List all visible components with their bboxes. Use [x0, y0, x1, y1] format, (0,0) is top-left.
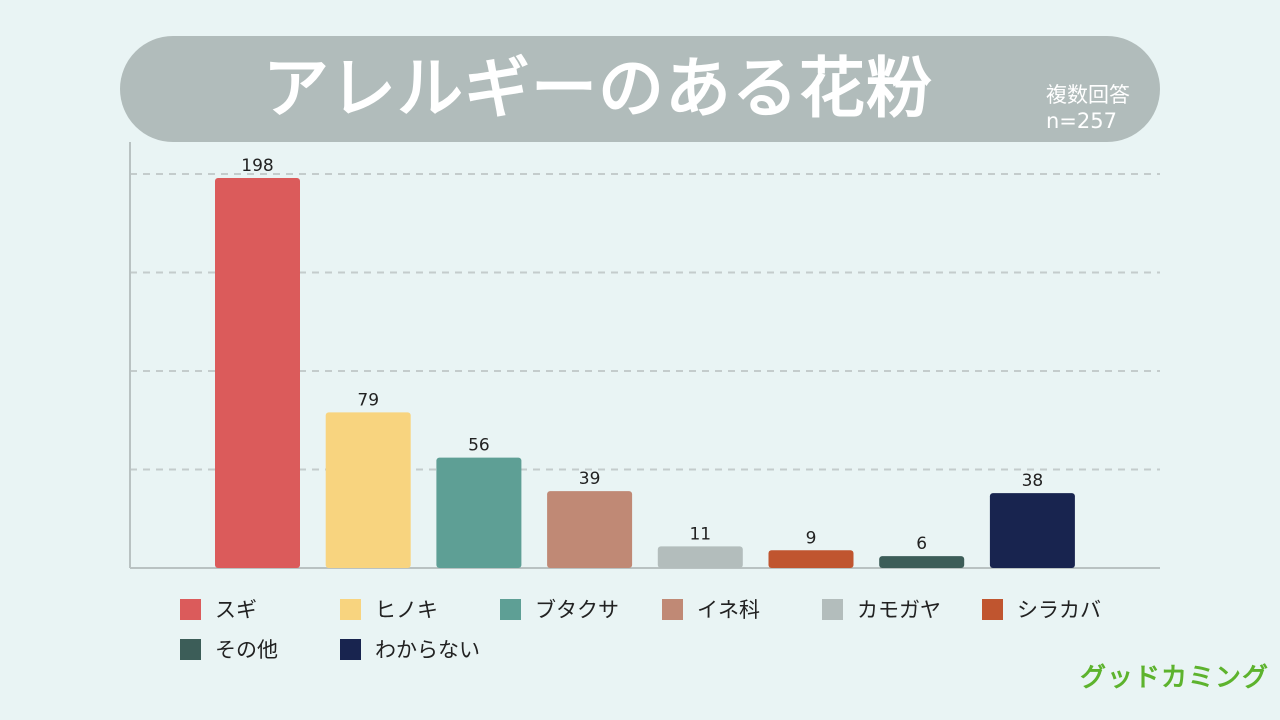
bar — [879, 556, 965, 568]
legend-item: ヒノキ — [340, 596, 438, 622]
legend-label: カモガヤ — [857, 598, 941, 622]
bar — [657, 546, 743, 568]
legend: スギ ヒノキ ブタクサ イネ科 カモガヤ シラカバその他 わからない — [180, 596, 1160, 666]
legend-item: カモガヤ — [822, 596, 941, 622]
bar — [989, 493, 1075, 568]
legend-item: イネ科 — [662, 596, 760, 622]
legend-item: その他 — [180, 636, 278, 662]
bar — [547, 491, 633, 568]
legend-label: ブタクサ — [535, 598, 619, 622]
chart-title: アレルギーのある花粉 — [263, 50, 933, 127]
legend-swatch — [180, 598, 201, 620]
legend-swatch — [340, 638, 361, 660]
bar — [215, 177, 300, 568]
bar-value-label: 38 — [1022, 471, 1044, 491]
legend-label: イネ科 — [697, 598, 760, 622]
legend-label: シラカバ — [1017, 598, 1101, 622]
legend-item: シラカバ — [982, 596, 1101, 622]
legend-swatch — [180, 638, 201, 660]
legend-label: ヒノキ — [375, 598, 438, 622]
bar-value-label: 9 — [806, 528, 817, 548]
legend-label: わからない — [375, 638, 480, 662]
survey-note-count: n=257 — [1046, 109, 1117, 133]
title-banner — [120, 36, 1160, 142]
bar-value-label: 79 — [357, 390, 379, 410]
bar — [325, 412, 411, 568]
legend-swatch — [982, 598, 1003, 620]
legend-swatch — [662, 598, 683, 620]
legend-swatch — [340, 598, 361, 620]
bar-value-label: 11 — [689, 524, 711, 544]
bar-value-label: 39 — [579, 469, 601, 489]
legend-label: その他 — [215, 638, 278, 662]
bar-value-label: 56 — [468, 436, 490, 456]
bar — [436, 457, 522, 568]
survey-note-type: 複数回答 — [1046, 83, 1130, 107]
legend-item: ブタクサ — [500, 596, 619, 622]
bar-value-label: 6 — [916, 534, 927, 554]
legend-label: スギ — [215, 598, 257, 622]
legend-swatch — [500, 598, 521, 620]
legend-item: スギ — [180, 596, 257, 622]
bar-value-label: 198 — [241, 156, 273, 176]
brand-logo: グッドカミング — [1080, 663, 1270, 693]
bar — [768, 550, 854, 568]
legend-item: わからない — [340, 636, 480, 662]
legend-swatch — [822, 598, 843, 620]
survey-note: 複数回答 n=257 — [1046, 82, 1130, 134]
